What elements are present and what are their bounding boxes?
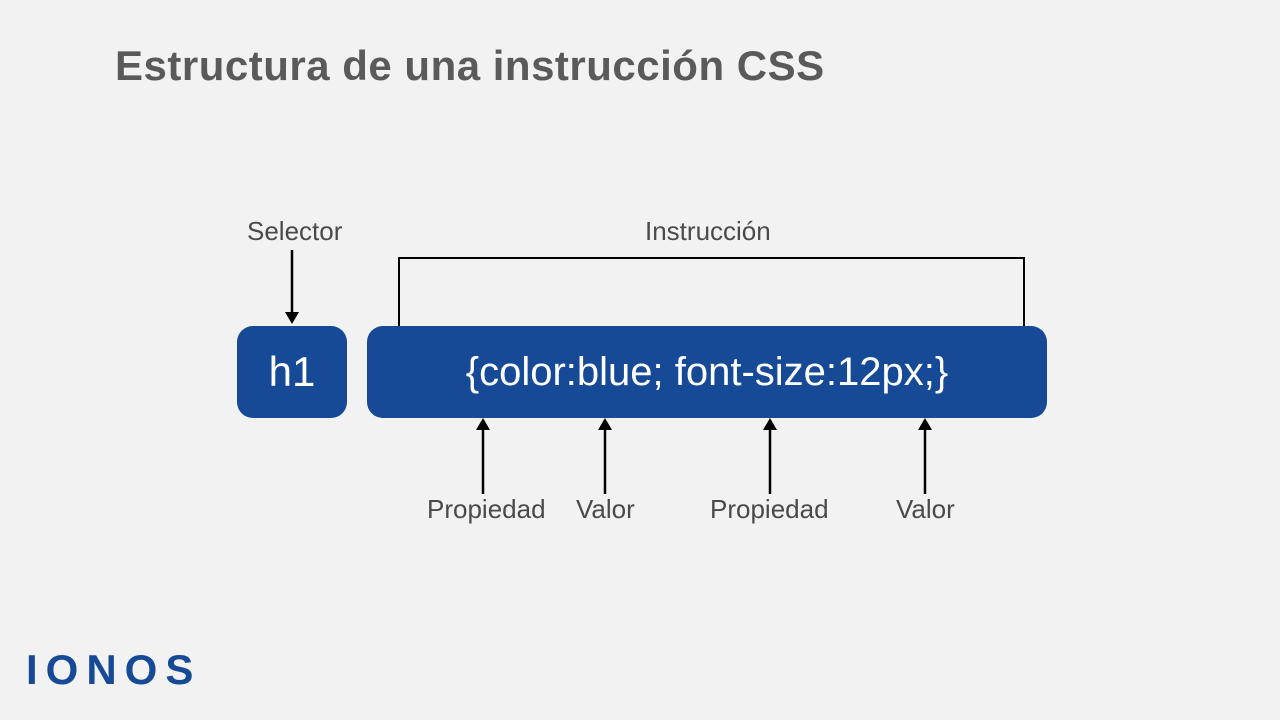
label-property1: Propiedad	[427, 494, 546, 525]
selector-box: h1	[237, 326, 347, 418]
label-property2: Propiedad	[710, 494, 829, 525]
ionos-logo: IONOS	[26, 646, 201, 694]
arrow-property1-up	[473, 418, 493, 494]
label-value2: Valor	[896, 494, 955, 525]
instruction-box: {color:blue; font-size:12px;}	[367, 326, 1047, 418]
instruction-bracket	[398, 257, 1025, 327]
arrow-selector-down	[282, 250, 302, 326]
arrow-property2-up	[760, 418, 780, 494]
arrow-value1-up	[595, 418, 615, 494]
arrow-value2-up	[915, 418, 935, 494]
label-selector: Selector	[247, 216, 342, 247]
label-instruction: Instrucción	[645, 216, 771, 247]
label-value1: Valor	[576, 494, 635, 525]
page-title: Estructura de una instrucción CSS	[115, 42, 825, 90]
